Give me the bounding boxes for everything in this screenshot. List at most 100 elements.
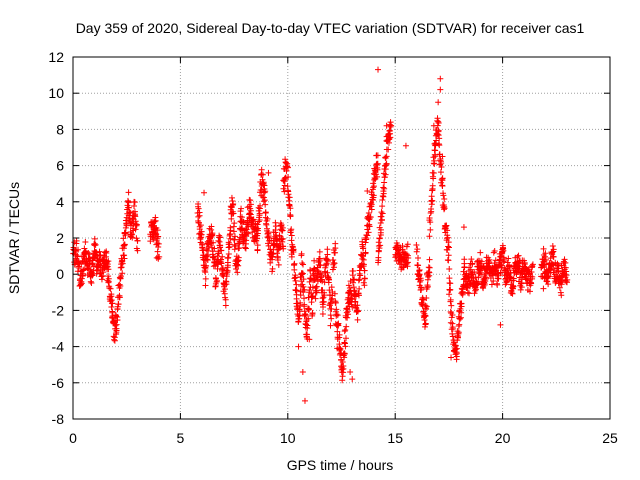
data-point — [319, 310, 326, 317]
data-point — [550, 248, 557, 255]
data-point — [150, 236, 157, 243]
data-point — [498, 262, 505, 269]
data-point — [441, 205, 448, 212]
y-tick-label: 2 — [56, 230, 64, 246]
data-point — [232, 243, 239, 250]
data-point — [309, 310, 316, 317]
data-point — [540, 245, 547, 252]
data-point — [370, 197, 377, 204]
data-point — [74, 246, 81, 253]
data-point — [134, 237, 141, 244]
data-point — [104, 263, 111, 270]
data-point — [383, 133, 390, 140]
data-point — [235, 262, 242, 269]
data-point — [416, 267, 423, 274]
data-point — [561, 256, 568, 263]
data-point — [422, 320, 429, 327]
data-point — [529, 262, 536, 269]
data-point — [340, 365, 347, 372]
data-point — [449, 325, 456, 332]
data-point — [518, 284, 525, 291]
data-point — [339, 359, 346, 366]
data-point — [541, 264, 548, 271]
data-point — [423, 295, 430, 302]
data-point — [227, 235, 234, 242]
data-point — [368, 206, 375, 213]
data-point — [360, 245, 367, 252]
data-point — [421, 316, 428, 323]
data-point — [73, 237, 80, 244]
data-point — [437, 169, 444, 176]
data-point — [498, 253, 505, 260]
data-point — [293, 295, 300, 302]
data-point — [464, 289, 471, 296]
data-point — [210, 239, 217, 246]
data-point — [336, 331, 343, 338]
data-point — [447, 286, 454, 293]
data-point — [473, 280, 480, 287]
data-point — [361, 282, 368, 289]
data-point — [111, 334, 118, 341]
data-point — [203, 253, 210, 260]
data-point — [342, 327, 349, 334]
data-point — [120, 235, 127, 242]
data-point — [352, 293, 359, 300]
data-point — [279, 227, 286, 234]
data-point — [482, 276, 489, 283]
data-point — [117, 283, 124, 290]
data-point — [385, 146, 392, 153]
data-point — [383, 122, 390, 129]
data-point — [152, 230, 159, 237]
data-point — [229, 202, 236, 209]
data-point — [208, 226, 215, 233]
data-point — [155, 240, 162, 247]
data-point — [295, 312, 302, 319]
data-point — [461, 263, 468, 270]
data-point — [217, 244, 224, 251]
data-point — [429, 173, 436, 180]
data-point — [547, 266, 554, 273]
data-point — [375, 66, 382, 73]
data-point — [222, 302, 229, 309]
data-point — [341, 328, 348, 335]
data-point — [359, 253, 366, 260]
data-point — [129, 234, 136, 241]
data-point — [490, 277, 497, 284]
data-point — [125, 199, 132, 206]
data-point — [435, 120, 442, 127]
y-tick-label: -6 — [52, 375, 65, 391]
data-point — [282, 159, 289, 166]
data-point — [370, 192, 377, 199]
data-point — [214, 277, 221, 284]
data-point — [282, 175, 289, 182]
data-point — [355, 292, 362, 299]
data-point — [350, 267, 357, 274]
data-point — [423, 303, 430, 310]
data-point — [377, 226, 384, 233]
data-point — [378, 217, 385, 224]
data-point — [355, 277, 362, 284]
data-point — [367, 214, 374, 221]
data-point — [437, 86, 444, 93]
data-point — [458, 309, 465, 316]
data-point — [349, 303, 356, 310]
data-point — [301, 308, 308, 315]
data-point — [374, 173, 381, 180]
data-point — [488, 281, 495, 288]
data-point — [439, 183, 446, 190]
data-point — [309, 292, 316, 299]
data-point — [469, 261, 476, 268]
data-point — [436, 135, 443, 142]
data-point — [351, 276, 358, 283]
axis-ticks: 0 5 10 15 20 25 -8 -6 -4 -2 0 2 4 6 8 10 12 — [48, 49, 618, 446]
data-point — [262, 201, 269, 208]
data-point — [334, 345, 341, 352]
data-point — [327, 322, 334, 329]
data-point — [436, 142, 443, 149]
data-point — [284, 163, 291, 170]
data-point — [543, 260, 550, 267]
data-point — [300, 283, 307, 290]
data-point — [215, 237, 222, 244]
data-point — [343, 323, 350, 330]
data-point — [307, 266, 314, 273]
